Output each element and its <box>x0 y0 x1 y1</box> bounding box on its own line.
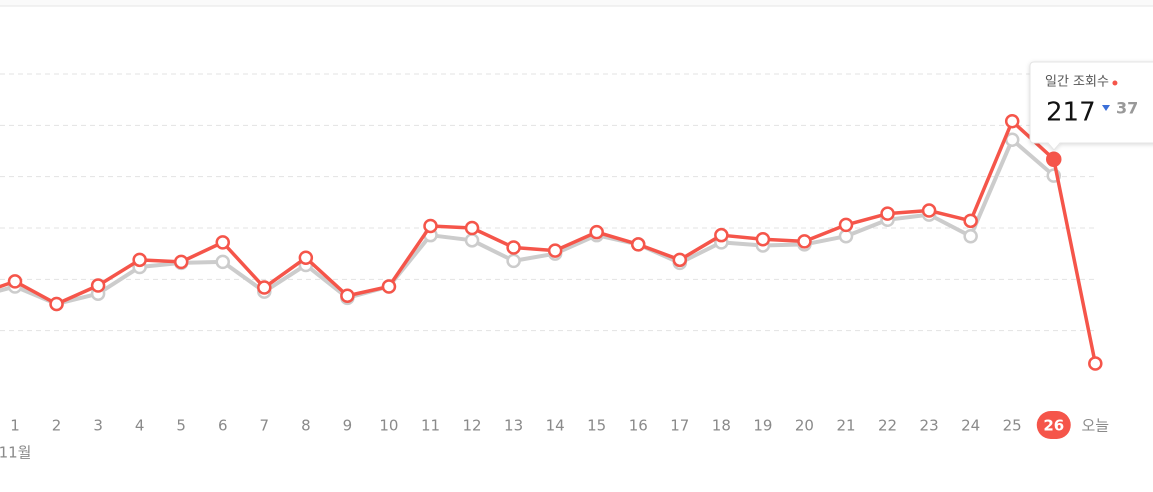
x-tick-label: 16 <box>629 417 648 435</box>
data-point <box>173 254 189 270</box>
x-tick-label: 15 <box>587 417 606 435</box>
x-tick-label: 21 <box>836 417 855 435</box>
tooltip: 일간 조회수 217 37 <box>1029 61 1153 151</box>
x-tick-label: 24 <box>961 417 980 435</box>
data-point <box>672 252 688 268</box>
data-point <box>506 253 521 269</box>
x-tick-label: 9 <box>343 417 353 435</box>
x-tick-label: 11 <box>421 417 440 435</box>
x-tick-label: 3 <box>93 417 103 435</box>
data-point <box>755 232 771 247</box>
tooltip-box <box>1029 61 1153 151</box>
data-point <box>257 280 272 295</box>
data-point <box>714 227 729 243</box>
x-tick-label: 14 <box>546 417 565 435</box>
tooltip-delta: 37 <box>1116 99 1138 118</box>
x-tick-label: 22 <box>878 417 897 435</box>
data-point <box>132 252 147 268</box>
data-point <box>589 224 604 240</box>
data-point <box>215 254 230 270</box>
data-point <box>464 233 480 248</box>
data-point <box>1088 356 1103 371</box>
grid <box>0 73 1095 332</box>
data-point <box>921 203 937 218</box>
data-point <box>963 213 978 229</box>
x-tick-label: 25 <box>1003 417 1022 435</box>
data-point <box>797 234 812 249</box>
x-tick-label: 6 <box>218 417 228 435</box>
data-point <box>1004 113 1020 129</box>
data-point <box>90 278 106 293</box>
data-point <box>340 288 355 304</box>
x-tick-label: 18 <box>712 417 731 435</box>
x-tick-label: 23 <box>920 417 939 435</box>
x-tick-label: 12 <box>463 417 482 435</box>
x-tick-label: 17 <box>670 417 689 435</box>
data-point <box>1046 151 1062 167</box>
top-bar <box>0 0 1153 6</box>
data-point <box>7 274 23 289</box>
data-point <box>381 279 397 294</box>
selected-pill <box>1036 411 1071 439</box>
month-label: 11월 <box>0 444 31 462</box>
down-arrow <box>1102 105 1110 111</box>
x-tick-label: 1 <box>10 417 20 435</box>
x-tick-label: 20 <box>795 417 814 435</box>
x-tick-label: 오늘 <box>1081 417 1109 435</box>
data-point <box>49 296 64 312</box>
data-point <box>963 228 978 244</box>
data-point <box>838 217 854 233</box>
data-point <box>423 218 438 234</box>
x-tick-label: 13 <box>504 417 523 435</box>
series-line <box>0 119 1098 364</box>
x-axis: 1 2 3 4 5 6 7 8 9 10 11 12 13 14 15 16 17 18 19 20 21 22 23 24 2… <box>0 411 1109 462</box>
data-point <box>215 235 230 250</box>
tooltip-title: 일간 조회수 <box>1045 75 1109 90</box>
data-point <box>464 220 480 236</box>
lines <box>0 113 1103 371</box>
data-point <box>547 243 563 258</box>
x-tick-label: 4 <box>135 417 145 435</box>
data-point <box>506 240 521 255</box>
x-tick-label: 19 <box>753 417 772 435</box>
data-point <box>298 250 314 266</box>
data-point <box>631 237 646 252</box>
x-tick-label: 7 <box>260 417 270 435</box>
tooltip-dot <box>1112 80 1118 86</box>
x-tick-label: 8 <box>301 417 311 435</box>
x-tick-label: 26 <box>1043 417 1064 435</box>
x-tick-label: 2 <box>52 417 62 435</box>
tooltip-value: 217 <box>1046 98 1096 128</box>
x-tick-label: 5 <box>176 417 186 435</box>
x-tick-label: 10 <box>379 417 398 435</box>
data-point <box>880 206 895 221</box>
